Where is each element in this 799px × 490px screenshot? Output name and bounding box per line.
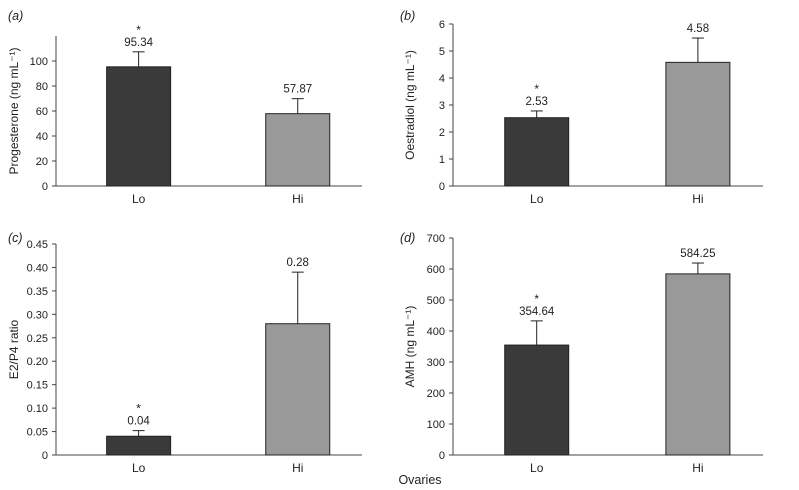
y-tick-label: 2 (439, 127, 445, 139)
data-label: 95.34 (124, 37, 153, 49)
y-tick-label: 300 (427, 357, 445, 369)
x-tick-label: Lo (530, 461, 544, 475)
bar (265, 113, 331, 187)
x-axis-label: Ovaries (398, 473, 441, 487)
y-tick-label: 1 (439, 154, 445, 166)
chart-panel: (b) Oestradiol (ng mL⁻¹) 0 1 2 3 4 5 6 2.53* Lo 4.5… (400, 9, 763, 206)
x-tick-label: Hi (292, 192, 303, 206)
data-label: 57.87 (283, 84, 312, 96)
y-tick-label: 0.15 (27, 380, 48, 392)
bar (504, 117, 570, 187)
y-tick-label: 0 (42, 450, 48, 462)
y-axis-label: Progesterone (ng mL⁻¹) (7, 47, 21, 174)
y-tick-label: 0 (439, 450, 445, 462)
data-label: 0.28 (287, 257, 309, 269)
y-tick-label: 0.25 (27, 333, 48, 345)
y-tick-label: 0.20 (27, 356, 48, 368)
data-label: 0.04 (127, 416, 150, 428)
y-tick-label: 40 (36, 131, 48, 143)
y-tick-label: 500 (427, 295, 445, 307)
significance-star: * (136, 23, 141, 37)
bar (504, 344, 570, 456)
y-tick-label: 0 (439, 181, 445, 193)
y-tick-label: 0.45 (27, 239, 48, 251)
y-tick-label: 80 (36, 81, 48, 93)
x-tick-label: Hi (692, 461, 703, 475)
y-tick-label: 60 (36, 106, 48, 118)
panel-label: (a) (8, 9, 23, 23)
chart-panel: (a) Progesterone (ng mL⁻¹) 0 20 40 60 80 100 95.… (7, 9, 362, 206)
bar (106, 435, 172, 456)
y-tick-label: 400 (427, 326, 445, 338)
data-label: 4.58 (687, 23, 709, 35)
bar (106, 66, 172, 187)
chart-panel: (d) AMH (ng mL⁻¹) 0 100 200 300 400 500 600 700 35… (400, 231, 763, 475)
y-axis-label: Oestradiol (ng mL⁻¹) (403, 50, 417, 160)
y-tick-label: 200 (427, 388, 445, 400)
y-tick-label: 0.30 (27, 309, 48, 321)
x-tick-label: Hi (692, 192, 703, 206)
panel-label: (c) (8, 231, 23, 245)
chart-panel: (c) E2/P4 ratio 0 0.05 0.10 0.15 0.20 0.25 0.30 0… (7, 231, 362, 475)
y-tick-label: 0.35 (27, 286, 48, 298)
y-tick-label: 0.10 (27, 403, 48, 415)
y-axis-label: E2/P4 ratio (7, 319, 21, 379)
bar (665, 61, 731, 187)
y-tick-label: 600 (427, 264, 445, 276)
y-tick-label: 100 (30, 56, 48, 68)
y-tick-label: 100 (427, 419, 445, 431)
y-tick-label: 5 (439, 46, 445, 58)
significance-star: * (534, 292, 539, 306)
y-tick-label: 4 (439, 73, 445, 85)
y-tick-label: 0 (42, 181, 48, 193)
data-label: 354.64 (519, 306, 555, 318)
data-label: 2.53 (526, 96, 548, 108)
y-axis-label: AMH (ng mL⁻¹) (403, 306, 417, 388)
y-tick-label: 20 (36, 156, 48, 168)
bar (665, 273, 731, 456)
y-tick-label: 0.40 (27, 262, 48, 274)
x-tick-label: Lo (132, 461, 146, 475)
x-tick-label: Hi (292, 461, 303, 475)
significance-star: * (136, 402, 141, 416)
panel-label: (b) (400, 9, 415, 23)
panels: (a)Progesterone (ng mL⁻¹)02040608010095.… (7, 9, 763, 475)
panel-label: (d) (400, 231, 415, 245)
x-tick-label: Lo (530, 192, 544, 206)
y-tick-label: 6 (439, 19, 445, 31)
significance-star: * (534, 82, 539, 96)
bar (265, 323, 331, 456)
y-tick-label: 0.05 (27, 427, 48, 439)
y-tick-label: 700 (427, 233, 445, 245)
x-tick-label: Lo (132, 192, 146, 206)
y-tick-label: 3 (439, 100, 445, 112)
data-label: 584.25 (680, 248, 715, 260)
